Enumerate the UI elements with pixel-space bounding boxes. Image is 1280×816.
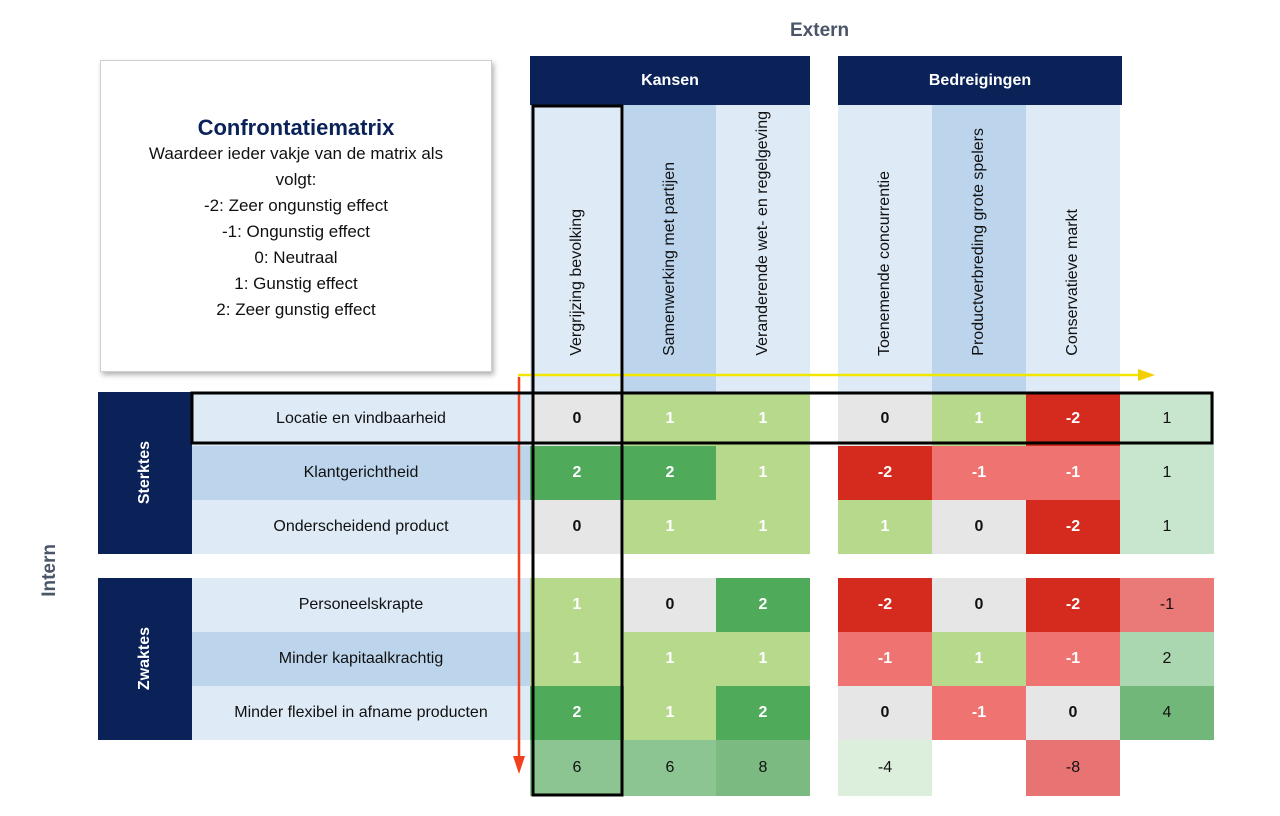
column-total: 6 xyxy=(624,740,716,796)
row-total: 4 xyxy=(1120,686,1214,740)
score-cell: 1 xyxy=(716,500,810,554)
extern-label: Extern xyxy=(790,20,850,41)
score-cell: 1 xyxy=(624,392,716,446)
score-cell: 1 xyxy=(716,632,810,686)
score-cell: 2 xyxy=(530,686,624,740)
score-cell: 1 xyxy=(530,632,624,686)
highlight-column-frame xyxy=(531,104,624,797)
score-cell: 2 xyxy=(530,446,624,500)
legend-line: 2: Zeer gunstig effect xyxy=(216,300,376,319)
score-cell: 2 xyxy=(716,578,810,632)
bedreigingen-header: Bedreigingen xyxy=(838,56,1122,105)
row-label: Personeelskrapte xyxy=(192,578,530,632)
score-cell: 1 xyxy=(716,392,810,446)
row-total: 1 xyxy=(1120,392,1214,446)
score-cell: -1 xyxy=(1026,632,1120,686)
score-cell: 0 xyxy=(530,392,624,446)
yellow-arrow-head xyxy=(1138,369,1155,381)
score-cell: 0 xyxy=(932,578,1026,632)
legend-line: -1: Ongunstig effect xyxy=(221,222,371,241)
row-label: Klantgerichtheid xyxy=(192,446,530,500)
sterktes-label: Sterktes xyxy=(98,392,192,554)
column-header: Vergrijzing bevolking xyxy=(530,105,624,392)
column-header: Samenwerking met partijen xyxy=(624,105,716,392)
score-cell: -2 xyxy=(838,446,932,500)
legend-title: Confrontatiematrix xyxy=(197,115,395,140)
score-cell: 1 xyxy=(838,500,932,554)
score-cell: 0 xyxy=(838,686,932,740)
row-total: 2 xyxy=(1120,632,1214,686)
score-cell: -2 xyxy=(1026,392,1120,446)
legend-line: 0: Neutraal xyxy=(254,248,338,267)
row-total: 1 xyxy=(1120,446,1214,500)
score-cell: 0 xyxy=(838,392,932,446)
score-cell: 2 xyxy=(716,686,810,740)
legend-box: Confrontatiematrix Waardeer ieder vakje … xyxy=(100,60,492,372)
score-cell: 0 xyxy=(932,500,1026,554)
zwaktes-label: Zwaktes xyxy=(98,578,192,740)
column-total: 8 xyxy=(716,740,810,796)
legend-line: Waardeer ieder vakje van de matrix als xyxy=(148,144,444,163)
row-label: Minder flexibel in afname producten xyxy=(192,686,530,740)
column-header: Veranderende wet- en regelgeving xyxy=(716,105,810,392)
row-label: Locatie en vindbaarheid xyxy=(192,392,530,446)
legend-line: volgt: xyxy=(275,170,317,189)
score-cell: 1 xyxy=(530,578,624,632)
score-cell: 1 xyxy=(624,632,716,686)
score-cell: -1 xyxy=(1026,446,1120,500)
column-total: 6 xyxy=(530,740,624,796)
column-total: -4 xyxy=(838,740,932,796)
kansen-header: Kansen xyxy=(530,56,810,105)
row-total: 1 xyxy=(1120,500,1214,554)
row-total: -1 xyxy=(1120,578,1214,632)
score-cell: 0 xyxy=(624,578,716,632)
score-cell: -2 xyxy=(1026,500,1120,554)
score-cell: -1 xyxy=(932,686,1026,740)
score-cell: 1 xyxy=(932,392,1026,446)
highlight-row-frame xyxy=(190,391,1214,445)
score-cell: 1 xyxy=(932,632,1026,686)
score-cell: 1 xyxy=(716,446,810,500)
score-cell: -2 xyxy=(1026,578,1120,632)
column-header: Conservatieve markt xyxy=(1026,105,1120,392)
legend-line: -2: Zeer ongunstig effect xyxy=(204,196,388,215)
column-total: -8 xyxy=(1026,740,1120,796)
column-header: Toenemende concurrentie xyxy=(838,105,932,392)
score-cell: 1 xyxy=(624,500,716,554)
row-label: Minder kapitaalkrachtig xyxy=(192,632,530,686)
score-cell: 1 xyxy=(624,686,716,740)
score-cell: -1 xyxy=(838,632,932,686)
column-header: Productverbreding grote spelers xyxy=(932,105,1026,392)
red-arrow-head xyxy=(513,756,525,774)
score-cell: 0 xyxy=(530,500,624,554)
score-cell: -1 xyxy=(932,446,1026,500)
score-cell: 2 xyxy=(624,446,716,500)
score-cell: -2 xyxy=(838,578,932,632)
row-label: Onderscheidend product xyxy=(192,500,530,554)
score-cell: 0 xyxy=(1026,686,1120,740)
legend-line: 1: Gunstig effect xyxy=(234,274,358,293)
